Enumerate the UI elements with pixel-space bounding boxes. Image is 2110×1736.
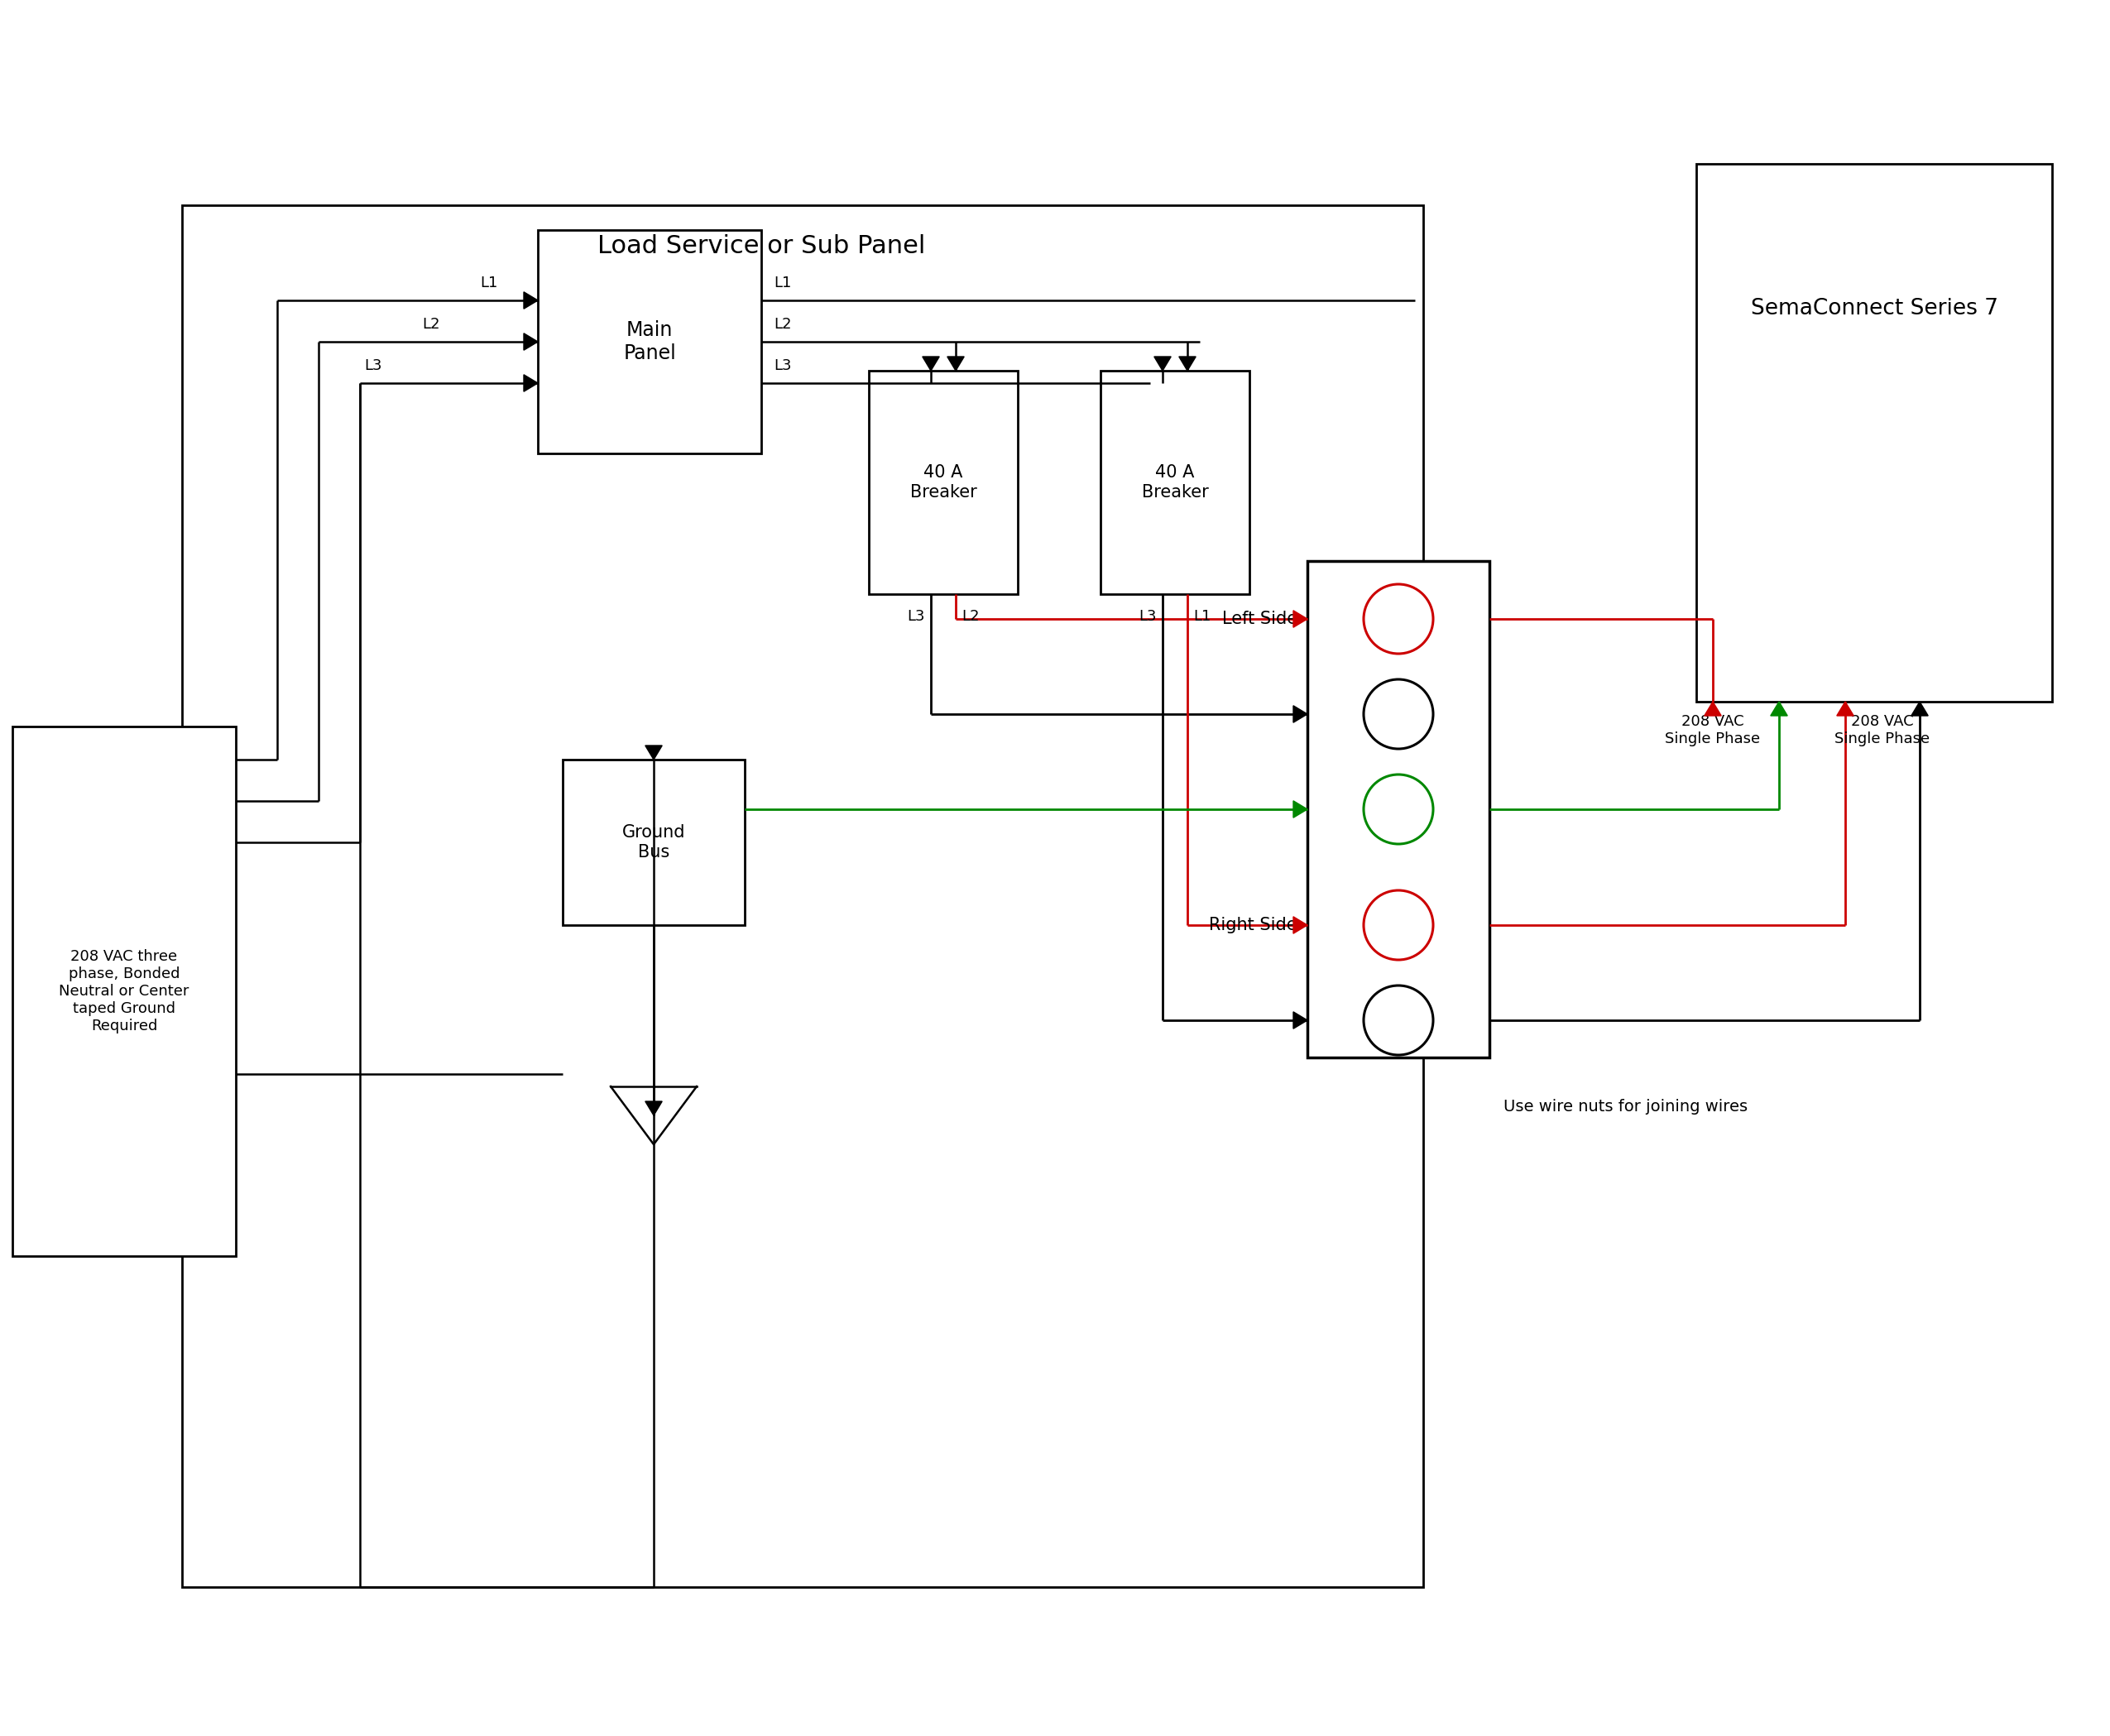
Bar <box>1101 372 1249 594</box>
Text: L2: L2 <box>774 318 791 332</box>
Text: L1: L1 <box>1192 609 1211 623</box>
Text: L3: L3 <box>774 358 791 373</box>
Text: L1: L1 <box>774 276 791 290</box>
Polygon shape <box>1293 800 1308 818</box>
Text: 40 A
Breaker: 40 A Breaker <box>1142 465 1209 500</box>
Bar <box>13 726 236 1257</box>
Polygon shape <box>1179 356 1196 372</box>
Polygon shape <box>646 1101 663 1116</box>
Text: 208 VAC
Single Phase: 208 VAC Single Phase <box>1836 713 1931 746</box>
Polygon shape <box>1770 701 1787 715</box>
Bar <box>181 205 1424 1587</box>
Polygon shape <box>646 745 663 760</box>
Text: Load Service or Sub Panel: Load Service or Sub Panel <box>597 234 926 259</box>
Bar <box>1308 561 1490 1057</box>
Text: Main
Panel: Main Panel <box>622 321 675 363</box>
Circle shape <box>1363 986 1433 1055</box>
Polygon shape <box>1838 701 1855 715</box>
Text: 208 VAC three
phase, Bonded
Neutral or Center
taped Ground
Required: 208 VAC three phase, Bonded Neutral or C… <box>59 950 190 1033</box>
Polygon shape <box>1154 356 1171 372</box>
Polygon shape <box>1705 701 1722 715</box>
Polygon shape <box>922 356 939 372</box>
Text: Right Side: Right Side <box>1209 917 1298 934</box>
Text: Left Side: Left Side <box>1222 611 1298 627</box>
Text: L3: L3 <box>365 358 382 373</box>
Circle shape <box>1363 585 1433 654</box>
Text: Ground
Bus: Ground Bus <box>622 825 686 861</box>
Circle shape <box>1363 679 1433 748</box>
Text: L2: L2 <box>422 318 439 332</box>
Circle shape <box>1363 891 1433 960</box>
Polygon shape <box>947 356 964 372</box>
Text: 208 VAC
Single Phase: 208 VAC Single Phase <box>1665 713 1760 746</box>
Polygon shape <box>1293 705 1308 722</box>
Polygon shape <box>1293 917 1308 934</box>
Text: SemaConnect Series 7: SemaConnect Series 7 <box>1751 299 1998 319</box>
Text: L2: L2 <box>962 609 979 623</box>
Polygon shape <box>523 333 538 351</box>
Text: L3: L3 <box>907 609 924 623</box>
Polygon shape <box>523 292 538 309</box>
Polygon shape <box>1293 611 1308 627</box>
Text: Use wire nuts for joining wires: Use wire nuts for joining wires <box>1504 1099 1747 1115</box>
Bar <box>869 372 1017 594</box>
Text: L1: L1 <box>479 276 498 290</box>
Text: L3: L3 <box>1139 609 1156 623</box>
Polygon shape <box>523 375 538 392</box>
Bar <box>538 231 762 453</box>
Polygon shape <box>1912 701 1929 715</box>
Text: 40 A
Breaker: 40 A Breaker <box>909 465 977 500</box>
Polygon shape <box>1293 1012 1308 1029</box>
Bar <box>563 760 745 925</box>
Bar <box>1696 163 2053 701</box>
Circle shape <box>1363 774 1433 844</box>
